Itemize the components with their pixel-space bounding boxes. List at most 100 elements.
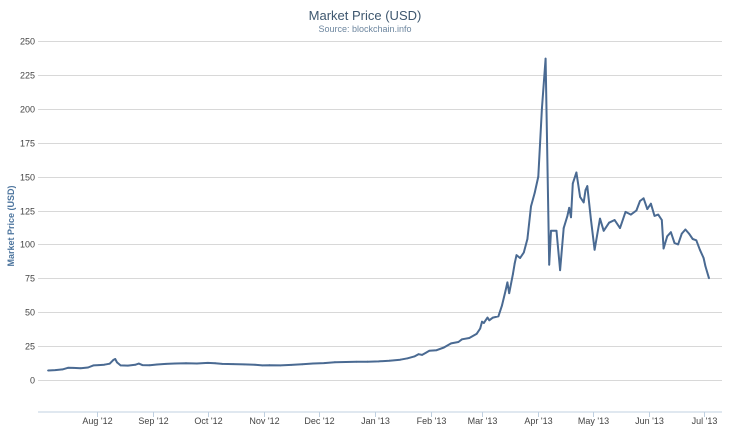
data-point xyxy=(691,238,694,240)
y-axis-label: Market Price (USD) xyxy=(6,185,16,266)
data-point xyxy=(571,182,574,185)
data-point xyxy=(642,197,645,200)
data-point xyxy=(613,219,616,221)
data-point xyxy=(196,362,198,365)
data-point xyxy=(688,232,690,235)
chart-subtitle: Source: blockchain.info xyxy=(318,24,411,34)
y-tick-label: 150 xyxy=(20,173,35,183)
data-point xyxy=(137,362,140,365)
data-point xyxy=(301,363,304,366)
data-point xyxy=(702,257,705,259)
data-point xyxy=(635,209,638,212)
data-point xyxy=(413,355,416,358)
data-point xyxy=(134,363,137,366)
y-tick-label: 250 xyxy=(20,37,35,47)
data-point xyxy=(566,215,569,217)
data-point xyxy=(406,357,409,360)
data-point xyxy=(399,358,402,361)
data-point xyxy=(461,338,463,341)
data-point xyxy=(559,269,561,272)
data-point xyxy=(112,359,115,361)
data-point xyxy=(555,229,558,232)
data-point xyxy=(660,219,663,221)
x-tick-label: Dec '12 xyxy=(304,416,334,426)
data-point xyxy=(513,262,516,265)
data-point xyxy=(673,242,676,244)
y-tick-label: 225 xyxy=(20,71,35,81)
data-point xyxy=(482,322,485,324)
data-point xyxy=(508,292,511,295)
x-tick-label: Aug '12 xyxy=(82,416,112,426)
x-tick-label: Feb '13 xyxy=(417,416,447,426)
data-point xyxy=(388,359,391,362)
data-point xyxy=(575,171,578,174)
data-point xyxy=(92,364,95,367)
data-point xyxy=(417,353,420,356)
data-point xyxy=(515,254,518,257)
data-point xyxy=(666,235,669,238)
data-point xyxy=(424,352,427,354)
data-point xyxy=(630,213,632,216)
x-axis-ticks: Aug '12 Sep '12 Oct '12 Nov '12 Dec '12 Jan '… xyxy=(82,412,717,426)
y-tick-label: 125 xyxy=(20,207,35,217)
data-point xyxy=(61,368,64,371)
data-point xyxy=(670,231,672,234)
data-point xyxy=(650,202,652,205)
y-tick-label: 25 xyxy=(25,342,35,352)
data-point xyxy=(677,243,679,246)
data-point xyxy=(492,316,494,319)
y-tick-label: 0 xyxy=(30,376,35,386)
data-point xyxy=(261,364,264,367)
data-point xyxy=(695,239,698,242)
y-tick-label: 50 xyxy=(25,308,35,318)
data-point xyxy=(268,364,271,367)
data-point xyxy=(67,366,69,369)
data-point xyxy=(421,354,423,356)
data-point xyxy=(72,367,75,369)
data-point xyxy=(624,211,627,213)
data-point xyxy=(221,363,224,365)
data-point xyxy=(443,346,445,349)
data-point xyxy=(602,229,605,232)
data-point xyxy=(541,107,543,110)
data-point xyxy=(185,362,187,365)
x-tick-label: Jan '13 xyxy=(361,416,390,426)
data-point xyxy=(526,238,529,240)
data-point xyxy=(97,364,100,366)
data-point xyxy=(497,315,500,318)
data-point xyxy=(232,363,235,365)
gridlines xyxy=(38,41,722,381)
data-point xyxy=(550,229,552,232)
y-tick-label: 200 xyxy=(20,105,35,115)
x-tick-label: Nov '12 xyxy=(249,416,279,426)
data-point xyxy=(323,362,325,364)
data-point xyxy=(108,362,111,365)
data-point xyxy=(704,265,707,267)
data-point xyxy=(377,360,380,363)
x-tick-label: Apr '13 xyxy=(524,416,552,426)
data-point xyxy=(699,248,701,251)
data-point xyxy=(599,217,601,220)
data-point xyxy=(522,251,525,254)
data-point xyxy=(119,364,122,367)
data-point xyxy=(548,263,551,266)
data-point xyxy=(537,175,540,178)
data-point xyxy=(586,185,589,188)
data-point xyxy=(79,367,82,370)
y-tick-label: 75 xyxy=(25,274,35,284)
series-line xyxy=(47,57,710,372)
data-point xyxy=(590,219,592,221)
data-point xyxy=(174,362,177,365)
data-point xyxy=(544,57,547,60)
data-point xyxy=(47,369,49,372)
data-point xyxy=(214,362,217,365)
data-point xyxy=(486,316,489,319)
data-point xyxy=(646,208,649,211)
data-point xyxy=(114,358,117,360)
data-point xyxy=(156,363,158,366)
data-point xyxy=(619,227,621,230)
data-point xyxy=(479,327,482,330)
data-point xyxy=(582,201,585,204)
data-point xyxy=(568,206,571,209)
